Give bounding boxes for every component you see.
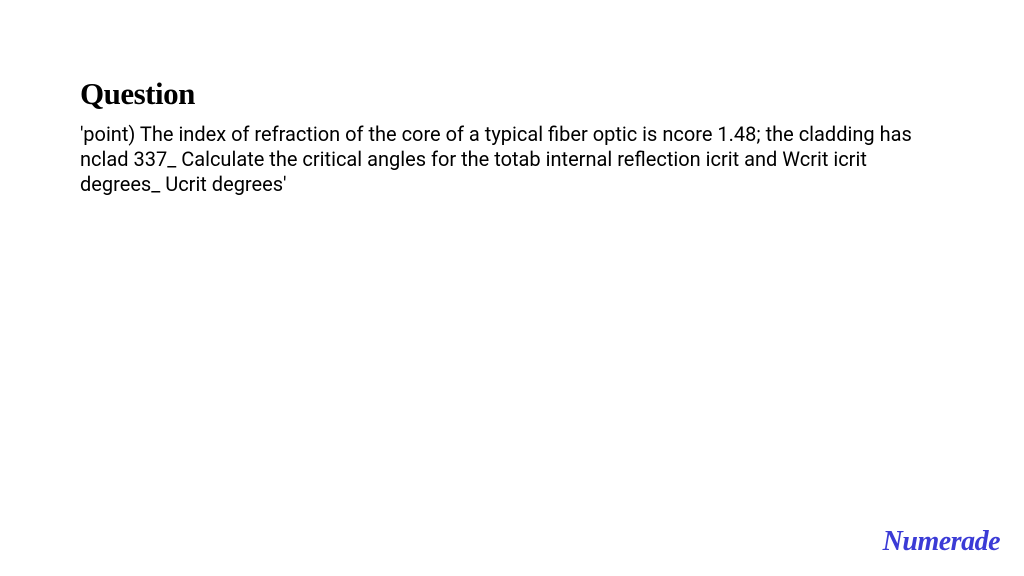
numerade-logo: Numerade xyxy=(883,526,1000,558)
question-body: 'point) The index of refraction of the c… xyxy=(80,122,944,197)
question-block: Question 'point) The index of refraction… xyxy=(0,0,1024,197)
question-heading: Question xyxy=(80,76,944,112)
logo-text: Numerade xyxy=(883,526,1000,557)
